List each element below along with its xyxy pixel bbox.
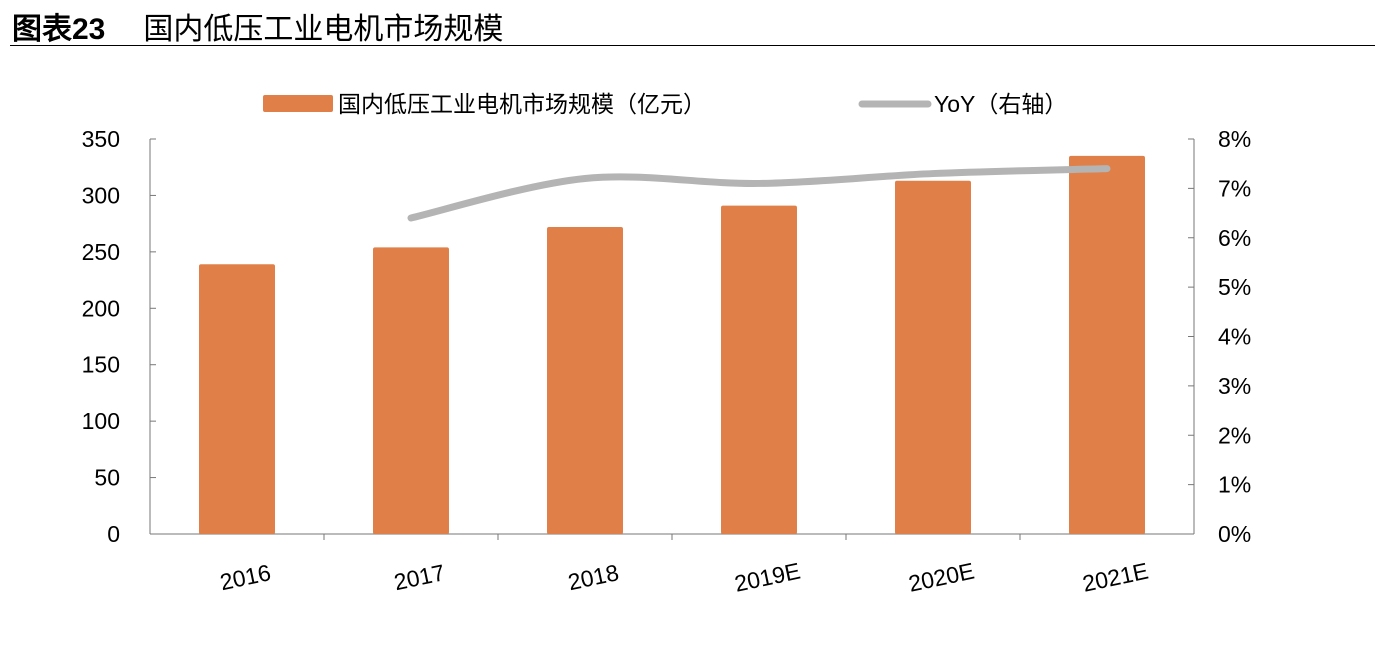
right-tick-label: 2%	[1218, 422, 1251, 448]
right-tick-label: 8%	[1218, 126, 1251, 152]
figure-label: 图表23	[12, 13, 106, 46]
legend-line-label: YoY（右轴）	[934, 91, 1067, 117]
right-tick-label: 3%	[1218, 373, 1251, 399]
bar-2020E	[895, 180, 971, 534]
right-tick-label: 6%	[1218, 225, 1251, 251]
bar-2018	[547, 227, 623, 534]
left-tick-label: 100	[82, 408, 120, 434]
right-tick-label: 7%	[1218, 175, 1251, 201]
title-rule	[10, 45, 1375, 46]
figure-title: 图表23 国内低压工业电机市场规模	[12, 4, 503, 48]
left-tick-label: 250	[82, 239, 120, 265]
x-tick-label: 2020E	[906, 558, 976, 597]
x-tick-label: 2016	[218, 559, 273, 595]
right-tick-label: 1%	[1218, 472, 1251, 498]
right-tick-label: 4%	[1218, 324, 1251, 350]
left-tick-label: 350	[82, 126, 120, 152]
right-tick-label: 5%	[1218, 274, 1251, 300]
bar-2016	[199, 264, 275, 534]
x-tick-label: 2021E	[1080, 558, 1150, 597]
legend-bar-label: 国内低压工业电机市场规模（亿元）	[338, 91, 706, 117]
bar-2021E	[1069, 155, 1145, 534]
right-tick-label: 0%	[1218, 521, 1251, 547]
x-tick-label: 2017	[392, 559, 447, 595]
left-tick-label: 150	[82, 352, 120, 378]
bar-2019E	[721, 205, 797, 535]
x-tick-label: 2018	[566, 559, 621, 595]
bar-2017	[373, 247, 449, 535]
left-tick-label: 0	[107, 521, 120, 547]
left-tick-label: 50	[94, 465, 120, 491]
left-tick-label: 300	[82, 182, 120, 208]
left-tick-label: 200	[82, 295, 120, 321]
legend-bar-swatch	[263, 95, 333, 112]
figure-title-text: 国内低压工业电机市场规模	[143, 13, 504, 46]
x-tick-label: 2019E	[732, 558, 802, 597]
